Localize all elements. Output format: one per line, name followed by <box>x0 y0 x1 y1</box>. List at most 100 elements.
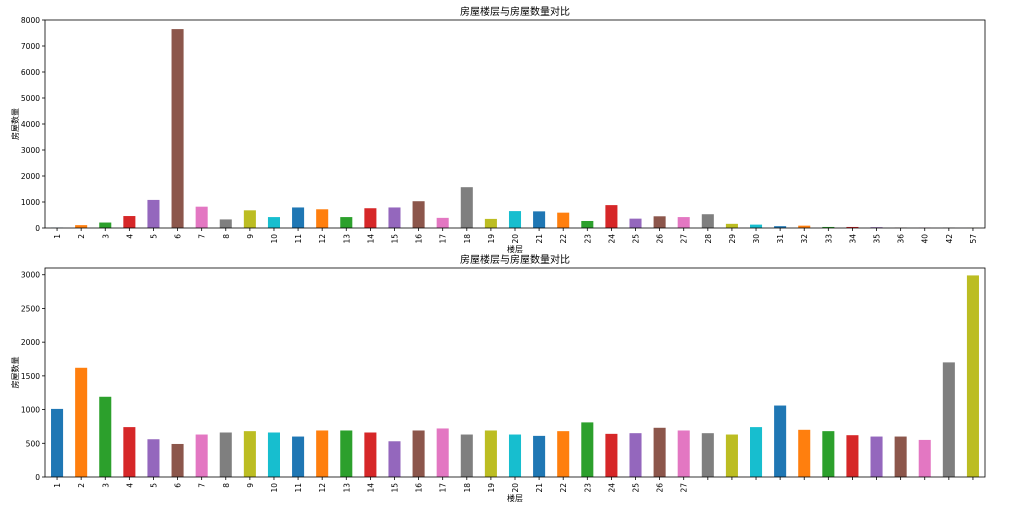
bar <box>340 430 353 477</box>
x-tick-label: 2 <box>77 483 86 488</box>
bar <box>774 226 787 228</box>
bar <box>195 434 208 477</box>
x-tick-label: 6 <box>174 234 183 239</box>
bar <box>123 216 136 228</box>
bar <box>436 217 449 228</box>
y-tick-label: 5000 <box>21 94 40 103</box>
bar <box>388 207 401 228</box>
bar <box>701 433 714 477</box>
x-tick-label: 3 <box>101 234 110 239</box>
y-tick-label: 500 <box>26 439 41 448</box>
x-tick-label: 20 <box>511 483 520 493</box>
x-tick-label: 34 <box>848 234 857 244</box>
bar <box>364 432 377 477</box>
x-tick-label: 27 <box>680 483 689 493</box>
bar <box>677 217 690 228</box>
x-tick-label: 42 <box>945 234 954 244</box>
bar <box>147 439 160 477</box>
bar <box>460 434 473 477</box>
bar <box>750 427 763 477</box>
bar <box>51 408 64 477</box>
bar <box>364 208 377 228</box>
bar <box>822 226 835 228</box>
x-tick-label: 25 <box>632 483 641 493</box>
bar <box>171 443 184 477</box>
bar <box>846 226 859 228</box>
x-tick-label: 17 <box>439 234 448 244</box>
x-tick-label: 19 <box>487 234 496 244</box>
x-tick-label: 26 <box>656 483 665 493</box>
x-tick-label: 32 <box>800 234 809 244</box>
bar <box>75 367 88 477</box>
x-tick-label: 13 <box>342 483 351 493</box>
y-tick-label: 1500 <box>21 372 40 381</box>
x-tick-label: 4 <box>125 483 134 488</box>
bar <box>147 199 160 228</box>
bar <box>412 201 425 228</box>
x-tick-label: 3 <box>101 483 110 488</box>
y-tick-label: 3000 <box>21 146 40 155</box>
bar <box>484 218 497 228</box>
x-tick-label: 22 <box>559 234 568 244</box>
bar <box>316 209 329 228</box>
x-tick-label: 16 <box>415 234 424 244</box>
bar <box>219 219 232 228</box>
bar <box>171 29 184 228</box>
x-tick-label: 9 <box>246 483 255 488</box>
bar <box>292 207 305 228</box>
bar <box>725 223 738 228</box>
bar <box>508 211 522 228</box>
x-tick-label: 14 <box>366 483 375 493</box>
x-tick-label: 23 <box>583 483 592 493</box>
x-tick-label: 10 <box>270 234 279 244</box>
bar <box>267 217 280 228</box>
chart-title: 房屋楼层与房屋数量对比 <box>460 253 570 266</box>
x-tick-label: 26 <box>656 234 665 244</box>
bar <box>533 211 546 228</box>
x-tick-label: 25 <box>632 234 641 244</box>
x-tick-label: 15 <box>390 234 399 244</box>
bar <box>629 218 642 228</box>
x-tick-label: 23 <box>583 234 592 244</box>
x-tick-label: 2 <box>77 234 86 239</box>
x-tick-label: 16 <box>415 483 424 493</box>
x-tick-label: 33 <box>824 234 833 244</box>
x-tick-label: 1 <box>53 234 62 239</box>
bar <box>243 210 256 228</box>
x-tick-label: 35 <box>873 234 882 244</box>
bar <box>316 430 329 477</box>
axes-frame <box>44 19 986 229</box>
x-tick-label: 12 <box>318 483 327 493</box>
bar <box>99 396 112 477</box>
y-tick-label: 3000 <box>21 271 40 280</box>
x-tick-label: 22 <box>559 483 568 493</box>
y-axis-label: 房屋数量 <box>10 357 20 389</box>
x-tick-label: 4 <box>125 234 134 239</box>
bar <box>798 225 811 228</box>
bar <box>243 431 256 477</box>
y-tick-label: 2000 <box>21 338 40 347</box>
bar <box>123 427 136 477</box>
y-axis-label: 房屋数量 <box>10 108 20 140</box>
x-tick-label: 8 <box>222 483 231 488</box>
bar <box>750 224 763 228</box>
bar <box>894 436 907 477</box>
bar <box>460 187 473 228</box>
x-tick-label: 11 <box>294 234 303 244</box>
x-tick-label: 31 <box>776 234 785 244</box>
x-tick-label: 10 <box>270 483 279 493</box>
y-tick-label: 8000 <box>21 16 40 25</box>
bar <box>966 275 979 477</box>
chart-title: 房屋楼层与房屋数量对比 <box>460 5 570 18</box>
bar <box>605 433 618 477</box>
bar <box>653 427 666 477</box>
x-tick-label: 6 <box>174 483 183 488</box>
bar <box>267 432 280 477</box>
y-tick-label: 6000 <box>21 68 40 77</box>
x-tick-label: 36 <box>897 234 906 244</box>
x-tick-label: 1 <box>53 483 62 488</box>
bar <box>774 405 787 477</box>
